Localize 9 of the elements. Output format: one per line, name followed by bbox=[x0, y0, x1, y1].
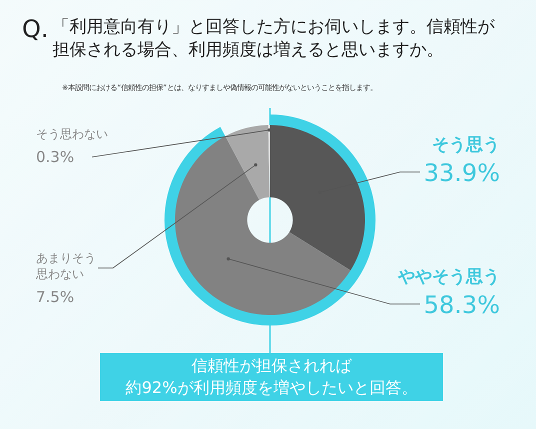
slice-label: そう思わない bbox=[36, 127, 108, 141]
data-label: 58.3% bbox=[424, 291, 500, 319]
text: 信頼性が担保されれば約92%が利用頻度を増やしたいと回答。 bbox=[100, 353, 443, 401]
slice-label: ややそう思う bbox=[397, 267, 500, 287]
data-label: 0.3% bbox=[36, 148, 74, 166]
data-label: 7.5% bbox=[36, 288, 74, 306]
slice-label: そう思う bbox=[432, 135, 500, 155]
data-label: 33.9% bbox=[424, 159, 500, 187]
slice-label: あまりそう思わない bbox=[35, 251, 96, 281]
